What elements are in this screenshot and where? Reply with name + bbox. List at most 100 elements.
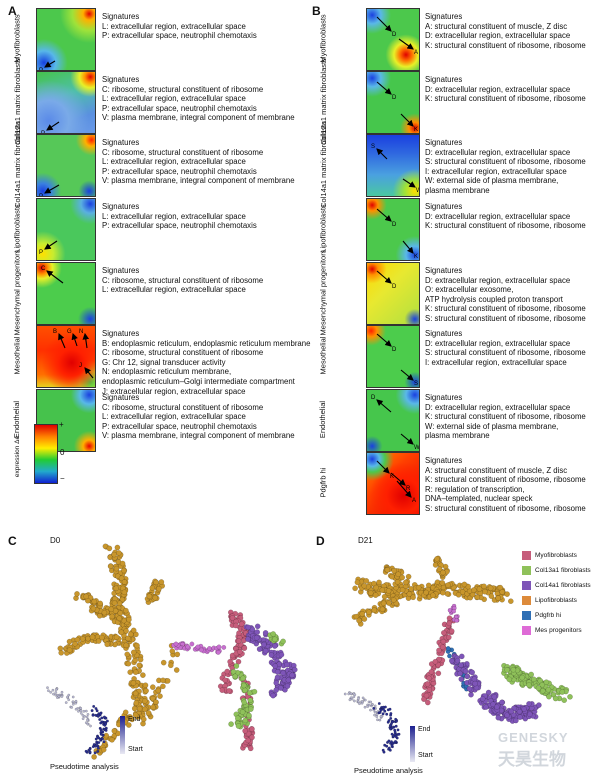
cell-point [380, 600, 387, 607]
cell-point [235, 638, 242, 644]
som-heatmap: CL [36, 262, 96, 325]
row-label: Mesenchymal progenitors [292, 250, 354, 336]
cell-point [289, 672, 295, 679]
cell-point [160, 659, 167, 666]
cell-point [373, 710, 377, 714]
legend-item: Lipofibroblasts [522, 593, 591, 608]
signature-heading: Signatures [425, 329, 463, 338]
cell-point [464, 673, 470, 680]
cell-point [81, 713, 85, 717]
panel-label-a: A [8, 4, 17, 18]
cell-point [454, 618, 459, 623]
cell-point [256, 646, 263, 652]
legend-label: Col14a1 fibroblasts [535, 582, 591, 589]
som-heatmap: LP [36, 198, 96, 261]
cell-point [71, 700, 75, 704]
cell-point [241, 699, 247, 706]
cell-point [441, 630, 447, 636]
cell-point [487, 585, 494, 592]
cell-point [506, 676, 513, 683]
cell-point [247, 706, 254, 712]
cell-point [440, 589, 446, 596]
row-label-text: Mesenchymal progenitors [318, 249, 328, 336]
cell-point [567, 693, 573, 700]
cell-point [96, 749, 100, 753]
cell-point [272, 663, 278, 669]
cell-point [528, 671, 534, 678]
cell-point [95, 709, 99, 713]
cell-point [361, 583, 368, 589]
row-label-text: Lipofibroblasts [12, 204, 22, 253]
cell-point [405, 573, 412, 580]
cell-point [92, 742, 96, 746]
cell-point [461, 581, 468, 588]
cell-point [497, 584, 504, 591]
cell-point [173, 667, 180, 673]
panel-d-pseudotime-bar [410, 726, 415, 762]
cell-point [149, 684, 156, 690]
cell-point [436, 566, 443, 573]
cell-point [504, 667, 510, 673]
cell-point [127, 714, 133, 720]
cell-point [426, 675, 432, 681]
cell-point [104, 728, 108, 732]
cell-point [228, 721, 234, 727]
cell-point [67, 698, 71, 702]
signature-line: endoplasmic reticulum–Golgi intermediate… [102, 376, 295, 386]
signature-line: B: endoplasmic reticulum, endoplasmic re… [102, 338, 311, 348]
signature-line: V: plasma membrane, integral component o… [102, 431, 295, 441]
watermark-line2: 天昊生物 [498, 750, 566, 769]
signature-heading: Signatures [425, 138, 463, 147]
cell-point [291, 666, 298, 673]
cell-point [111, 600, 118, 607]
cell-point [240, 675, 246, 682]
cell-point [389, 573, 395, 580]
cell-point [350, 697, 354, 701]
cell-point [90, 709, 94, 713]
cell-point [394, 717, 398, 721]
signature-line: S: structural constituent of ribosome, r… [425, 348, 586, 358]
cell-point [102, 715, 106, 719]
cell-point [117, 610, 124, 616]
cell-point [363, 578, 370, 584]
panel-label-b: B [312, 4, 321, 18]
cell-point [137, 656, 144, 663]
cell-point [109, 736, 115, 743]
cell-point [462, 668, 469, 675]
cell-point [146, 593, 153, 600]
cell-point [366, 609, 372, 615]
row-label-text: Lipofibroblasts [318, 204, 328, 253]
legend-swatch [522, 626, 531, 635]
cell-point [88, 747, 92, 751]
cell-point [99, 634, 105, 641]
cell-point [434, 579, 441, 586]
cell-point [363, 705, 367, 709]
panel-d-pseudotime-label: Pseudotime analysis [354, 766, 423, 775]
cell-point [458, 676, 465, 682]
arrow [376, 270, 392, 284]
panel-c-trajectory [46, 543, 298, 760]
cell-point [526, 700, 532, 707]
cell-point [440, 638, 447, 645]
arrow-letter: P [39, 250, 43, 256]
arrow [44, 240, 58, 250]
arrow [402, 240, 414, 254]
cell-point [230, 668, 237, 675]
signature-line: A: structural constituent of muscle, Z d… [425, 21, 568, 31]
cell-point [94, 706, 98, 710]
cell-point [215, 650, 221, 655]
cell-point [347, 692, 351, 696]
cell-point [482, 588, 488, 595]
cell-point [126, 616, 132, 623]
cell-point [390, 720, 394, 724]
signature-list: Signatures C: ribosome, structural consti… [102, 266, 263, 295]
cell-point [348, 698, 352, 702]
cell-point [425, 699, 431, 706]
cell-point [124, 651, 130, 658]
cell-point [455, 592, 462, 598]
watermark: GENESKY 天昊生物 [498, 730, 569, 770]
signature-line: K: structural constituent of ribosome, r… [425, 221, 586, 231]
cell-point [410, 594, 416, 601]
